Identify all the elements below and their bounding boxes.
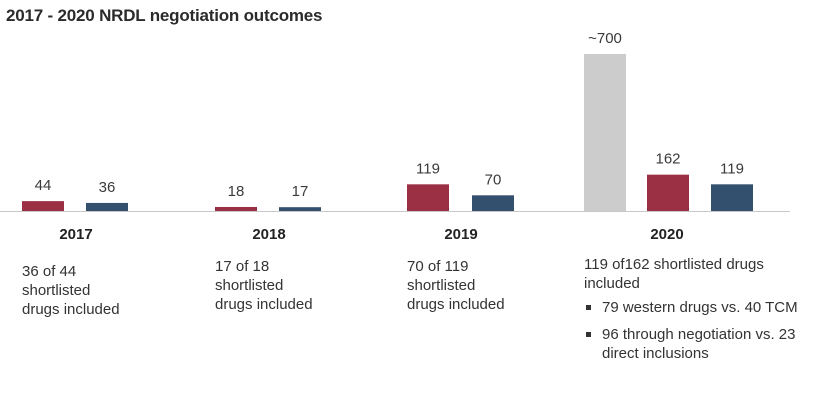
note-2018: 17 of 18 shortlisted drugs included [215,257,313,314]
bar-2019-red [407,184,449,211]
bar-2018-blue [279,207,321,211]
bullet-square-icon [586,305,591,310]
bar-2017-red [22,201,64,211]
bullet-text: 79 western drugs vs. 40 TCM [602,299,798,316]
note-line: shortlisted [22,282,91,299]
note-line: 36 of 44 [22,263,77,280]
note-line: shortlisted [215,277,284,294]
data-label: 44 [35,177,52,194]
year-label-2017: 2017 [59,226,92,243]
note-line: 17 of 18 [215,258,270,275]
note-line: drugs included [22,301,120,318]
data-label: 119 [720,160,744,177]
bar-2020-red [647,174,689,211]
bar-2020-blue [711,184,753,211]
data-label: 119 [416,160,440,177]
bar-2018-red [215,206,257,211]
bar-2019-blue [472,195,514,211]
bar-2017-blue [86,202,128,211]
note-line: 70 of 119 [407,258,469,275]
data-label: 17 [292,183,309,200]
chart-title: 2017 - 2020 NRDL negotiation outcomes [6,6,323,25]
data-label: 162 [655,151,680,168]
note-line: 119 of162 shortlisted drugs [584,256,764,273]
bullet-item: 96 through negotiation vs. 23 direct inc… [584,325,834,363]
note-2019: 70 of 119 shortlisted drugs included [407,257,505,314]
note-2020: 119 of162 shortlisted drugs included [584,255,764,293]
note-line: drugs included [215,296,313,313]
bullet-square-icon [586,332,591,337]
note-2020-bullets: 79 western drugs vs. 40 TCM 96 through n… [584,298,834,371]
note-line: included [584,275,640,292]
note-line: shortlisted [407,277,476,294]
year-label-2019: 2019 [444,226,477,243]
data-label: ~700 [588,30,622,47]
bar-2020-gray [584,54,626,211]
note-2017: 36 of 44 shortlisted drugs included [22,262,120,319]
bullet-item: 79 western drugs vs. 40 TCM [584,298,834,317]
data-label: 70 [485,171,502,188]
bullet-text: 96 through negotiation vs. 23 direct inc… [602,326,796,362]
year-label-2020: 2020 [650,226,683,243]
data-label: 36 [99,179,116,196]
note-line: drugs included [407,296,505,313]
year-label-2018: 2018 [252,226,285,243]
data-label: 18 [228,183,245,200]
